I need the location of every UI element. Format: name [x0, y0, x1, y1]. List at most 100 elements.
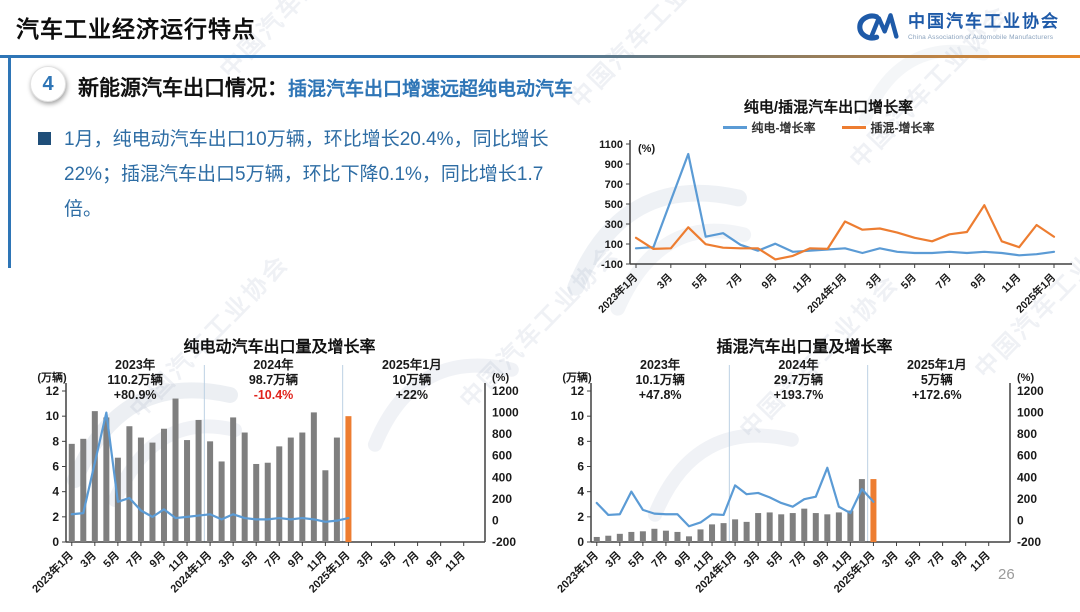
svg-text:-100: -100 — [601, 259, 623, 271]
svg-text:(%): (%) — [638, 143, 655, 155]
svg-text:6: 6 — [52, 460, 59, 474]
svg-text:3月: 3月 — [864, 272, 884, 292]
logo-name-en: China Association of Automobile Manufact… — [908, 33, 1054, 41]
phev-export-chart: 插混汽车出口量及增长率 0 2 4 6 8 10 12 -200 0 200 400 600 800 10… — [551, 333, 1058, 612]
chart-title: 纯电动汽车出口量及增长率 — [183, 339, 376, 356]
svg-text:100: 100 — [605, 239, 623, 251]
svg-text:2025年1月: 2025年1月 — [382, 357, 442, 372]
legend-item: 插混-增长率 — [841, 119, 935, 136]
svg-text:400: 400 — [1017, 470, 1037, 484]
svg-text:7月: 7月 — [934, 272, 954, 292]
svg-text:3月: 3月 — [879, 549, 900, 570]
svg-text:9月: 9月 — [285, 549, 306, 570]
svg-text:29.7万辆: 29.7万辆 — [774, 372, 824, 387]
svg-text:900: 900 — [605, 159, 623, 171]
svg-text:3月: 3月 — [655, 272, 675, 292]
caam-logo: 中国汽车工业协会 China Association of Automobile… — [846, 8, 1060, 46]
svg-text:(%): (%) — [492, 372, 509, 384]
svg-text:4: 4 — [577, 485, 584, 499]
svg-text:3月: 3月 — [78, 549, 99, 570]
svg-text:5月: 5月 — [377, 549, 398, 570]
svg-text:9月: 9月 — [759, 272, 779, 292]
svg-text:0: 0 — [52, 535, 59, 549]
bullet-text: 1月，纯电动汽车出口10万辆，环比增长20.4%，同比增长22%；插混汽车出口5… — [64, 129, 549, 221]
section-heading: 新能源汽车出口情况：插混汽车出口增速远超纯电动汽车 — [78, 72, 573, 102]
svg-text:-200: -200 — [1017, 535, 1041, 549]
svg-text:7月: 7月 — [725, 272, 745, 292]
svg-text:9月: 9月 — [948, 549, 969, 570]
left-accent-bar — [8, 58, 11, 268]
svg-text:0: 0 — [577, 535, 584, 549]
svg-text:+172.6%: +172.6% — [912, 388, 962, 402]
svg-text:3月: 3月 — [216, 549, 237, 570]
svg-text:+80.9%: +80.9% — [114, 388, 157, 402]
svg-text:5月: 5月 — [899, 272, 919, 292]
bev-export-plot: 0 2 4 6 8 10 12 -200 0 200 400 600 800 1000 1200 (万辆) (%… — [29, 357, 519, 595]
svg-text:(万辆): (万辆) — [37, 370, 67, 384]
legend-swatch — [841, 126, 866, 129]
svg-text:11月: 11月 — [791, 272, 815, 296]
svg-text:9月: 9月 — [810, 549, 831, 570]
caam-logo-icon — [857, 13, 899, 41]
svg-text:+193.7%: +193.7% — [774, 388, 824, 402]
svg-text:2023年: 2023年 — [115, 357, 156, 372]
growth-compare-plot: -100 100 300 500 700 900 1100 (%) 2023年1月 3月 5月 7月 9… — [595, 139, 1072, 316]
svg-text:2023年1月: 2023年1月 — [29, 548, 76, 595]
svg-text:500: 500 — [605, 199, 623, 211]
svg-text:200: 200 — [492, 492, 512, 506]
svg-text:10万辆: 10万辆 — [392, 372, 431, 387]
chart-title: 纯电/插混汽车出口增长率 — [743, 99, 914, 116]
svg-text:2: 2 — [52, 510, 59, 524]
section-title: 新能源汽车出口情况： — [78, 77, 288, 100]
svg-text:9月: 9月 — [147, 549, 168, 570]
svg-text:10: 10 — [46, 409, 60, 423]
chart-title: 插混汽车出口量及增长率 — [716, 339, 893, 356]
svg-text:300: 300 — [605, 219, 623, 231]
svg-text:12: 12 — [46, 384, 60, 398]
svg-text:0: 0 — [492, 513, 499, 527]
svg-text:5月: 5月 — [626, 549, 647, 570]
svg-text:2023年1月: 2023年1月 — [595, 271, 640, 314]
svg-text:1000: 1000 — [492, 406, 519, 420]
svg-text:7月: 7月 — [124, 549, 145, 570]
svg-text:2024年: 2024年 — [253, 357, 294, 372]
svg-text:10: 10 — [571, 409, 585, 423]
svg-text:+47.8%: +47.8% — [639, 388, 682, 402]
header-divider — [0, 55, 1080, 58]
chart-legend: 纯电-增长率 插混-增长率 — [580, 119, 1077, 136]
legend-item: 纯电-增长率 — [722, 119, 816, 136]
legend-swatch — [722, 126, 747, 129]
svg-text:10.1万辆: 10.1万辆 — [635, 372, 685, 387]
svg-text:1200: 1200 — [492, 384, 519, 398]
svg-text:5月: 5月 — [764, 549, 785, 570]
svg-text:8: 8 — [577, 434, 584, 448]
svg-text:2023年1月: 2023年1月 — [554, 548, 601, 595]
svg-text:5月: 5月 — [902, 549, 923, 570]
bev-export-chart: 纯电动汽车出口量及增长率 0 2 4 6 8 10 12 -200 0 200 400 600 800 1… — [26, 333, 533, 612]
svg-text:9月: 9月 — [968, 272, 988, 292]
svg-text:8: 8 — [52, 434, 59, 448]
svg-text:98.7万辆: 98.7万辆 — [249, 372, 299, 387]
svg-text:11月: 11月 — [968, 549, 993, 574]
section-subtitle: 插混汽车出口增速远超纯电动汽车 — [288, 79, 574, 100]
svg-text:7月: 7月 — [787, 549, 808, 570]
svg-text:5月: 5月 — [101, 549, 122, 570]
phev-export-plot: 0 2 4 6 8 10 12 -200 0 200 400 600 800 1000 1200 (万辆) (%… — [554, 357, 1044, 595]
svg-text:(%): (%) — [1017, 372, 1034, 384]
svg-text:110.2万辆: 110.2万辆 — [107, 372, 163, 387]
svg-text:3月: 3月 — [354, 549, 375, 570]
svg-text:600: 600 — [1017, 449, 1037, 463]
svg-text:11月: 11月 — [443, 549, 468, 574]
svg-text:400: 400 — [492, 470, 512, 484]
svg-text:11月: 11月 — [1000, 272, 1024, 296]
svg-text:9月: 9月 — [423, 549, 444, 570]
svg-text:12: 12 — [571, 384, 585, 398]
caam-logo-text: 中国汽车工业协会 China Association of Automobile… — [908, 12, 1060, 41]
growth-compare-chart: 纯电/插混汽车出口增长率 纯电-增长率 插混-增长率 -100 100 300 500 7… — [580, 96, 1077, 319]
svg-text:1200: 1200 — [1017, 384, 1044, 398]
svg-text:1100: 1100 — [599, 139, 623, 151]
svg-text:-200: -200 — [492, 535, 516, 549]
svg-text:4: 4 — [52, 485, 59, 499]
page-title: 汽车工业经济运行特点 — [16, 16, 256, 42]
